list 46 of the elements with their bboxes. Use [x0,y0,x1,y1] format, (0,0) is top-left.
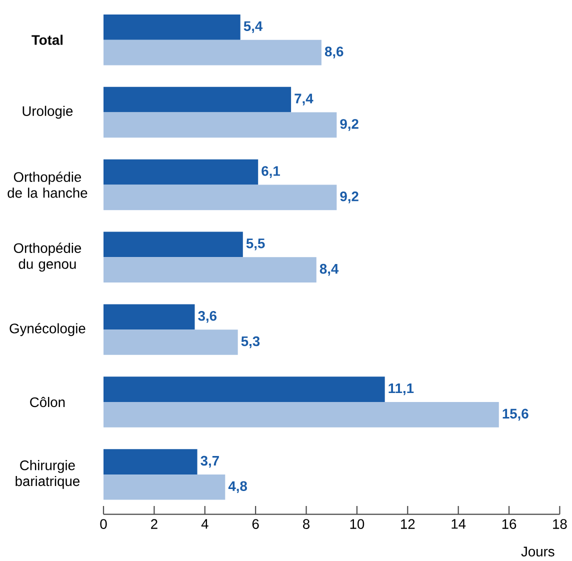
y-tick-label: Urologie [22,106,73,119]
x-tick-label: 18 [553,519,567,529]
data-label: 3,6 [198,310,217,323]
bar [104,184,337,210]
x-tick-label: 2 [151,519,158,529]
data-label: 11,1 [388,383,414,396]
data-label: 7,4 [294,94,314,106]
data-label: 9,2 [340,191,358,204]
bar [104,474,226,500]
data-label: 15,6 [502,408,528,421]
bar [104,330,238,355]
x-tick-label: 12 [401,519,415,529]
y-tick-label: Total [32,34,62,45]
bar [104,402,499,428]
x-tick-label: 16 [502,519,516,529]
x-tick-label: 8 [303,519,310,529]
x-axis-title: Jours [521,546,554,556]
y-tick-label: Orthopédie du genou [14,242,82,272]
bar [104,257,316,282]
bar [104,232,243,258]
x-tick-label: 0 [100,519,107,529]
data-label: 5,5 [246,238,265,250]
y-tick-label: Gynécologie [10,323,86,336]
bar [104,14,240,40]
bar [104,304,195,330]
x-tick-label: 10 [350,519,364,529]
y-tick-label: Côlon [30,396,65,408]
x-tick-label: 4 [201,519,208,529]
data-label: 8,4 [320,264,339,276]
data-label: 3,7 [200,456,219,468]
bar [104,86,292,112]
bar [104,376,385,402]
bar [104,112,337,138]
bar [104,40,322,66]
x-tick-label: 6 [252,519,259,529]
data-label: 6,1 [262,166,280,178]
y-tick-label: Orthopédie de la hanche [8,172,88,198]
bar [104,159,258,185]
data-label: 5,4 [244,21,263,33]
x-tick-label: 14 [452,519,466,529]
data-label: 4,8 [228,481,247,493]
data-label: 8,6 [324,46,344,58]
data-label: 9,2 [340,119,358,131]
data-label: 5,3 [241,336,260,348]
bar [104,449,198,474]
y-tick-label: Chirurgie bariatrique [16,460,80,489]
